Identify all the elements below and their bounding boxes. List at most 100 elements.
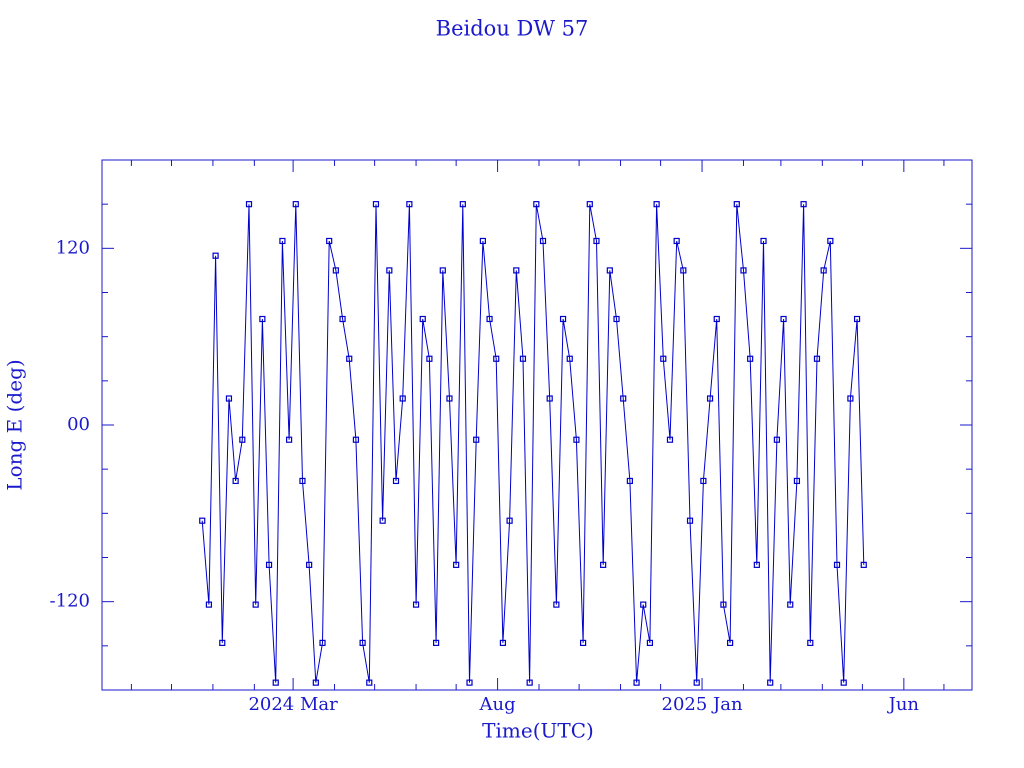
point-marker	[606, 267, 613, 274]
x-tick-label: Jun	[887, 694, 920, 715]
point-marker	[332, 267, 339, 274]
point-marker	[653, 201, 660, 208]
point-marker	[366, 679, 373, 686]
point-marker	[780, 315, 787, 323]
point-marker	[853, 315, 861, 323]
point-marker	[539, 237, 547, 245]
point-marker	[506, 517, 513, 524]
point-marker	[199, 517, 206, 524]
point-marker	[285, 436, 293, 443]
point-marker	[292, 201, 299, 208]
point-marker	[392, 477, 400, 485]
point-marker	[346, 355, 353, 362]
point-marker	[513, 267, 520, 274]
point-marker	[399, 395, 406, 402]
point-marker	[279, 237, 286, 245]
point-marker	[339, 315, 346, 323]
point-marker	[660, 355, 667, 362]
point-marker	[700, 477, 707, 485]
point-marker	[212, 252, 219, 259]
point-marker	[827, 237, 834, 245]
point-marker	[680, 267, 687, 274]
y-tick-label: 00	[67, 414, 90, 435]
point-marker	[225, 395, 233, 402]
point-marker	[406, 201, 413, 208]
point-marker	[586, 201, 593, 208]
point-marker	[559, 315, 567, 323]
point-marker	[600, 561, 607, 568]
point-marker	[239, 436, 246, 443]
point-marker	[633, 679, 640, 686]
point-marker	[473, 436, 480, 443]
point-marker	[813, 355, 821, 362]
point-marker	[546, 395, 553, 402]
point-marker	[666, 436, 674, 443]
point-marker	[787, 601, 794, 608]
point-marker	[265, 561, 273, 568]
point-marker	[847, 395, 854, 402]
y-tick-label: 120	[56, 237, 90, 258]
x-tick-label: 2025 Jan	[662, 694, 743, 715]
point-marker	[747, 355, 754, 362]
point-marker	[626, 477, 633, 485]
point-marker	[306, 561, 313, 568]
y-tick-label: -120	[50, 591, 90, 612]
point-marker	[519, 355, 527, 362]
point-marker	[352, 436, 360, 443]
plot-frame	[101, 159, 973, 691]
point-marker	[767, 679, 774, 686]
point-marker	[386, 267, 393, 274]
point-marker	[573, 436, 580, 443]
point-marker	[272, 679, 279, 686]
point-marker	[426, 355, 433, 362]
point-marker	[646, 639, 654, 646]
point-marker	[760, 237, 767, 245]
point-marker	[439, 267, 446, 274]
point-marker	[713, 315, 720, 323]
point-marker	[807, 639, 814, 646]
y-axis-label: Long E (deg)	[3, 359, 27, 490]
point-marker	[553, 601, 560, 608]
point-marker	[466, 679, 473, 686]
x-axis-label: Time(UTC)	[482, 719, 594, 743]
point-marker	[379, 517, 386, 524]
point-marker	[733, 201, 740, 208]
point-marker	[640, 601, 647, 608]
point-marker	[372, 201, 380, 208]
point-marker	[419, 315, 426, 323]
point-marker	[533, 201, 540, 208]
point-marker	[706, 395, 714, 402]
point-marker	[359, 639, 366, 646]
point-marker	[753, 561, 760, 568]
point-marker	[319, 639, 326, 646]
point-marker	[820, 267, 827, 274]
point-marker	[580, 639, 587, 646]
x-tick-label: Aug	[479, 694, 516, 715]
point-marker	[486, 315, 493, 323]
point-marker	[566, 355, 573, 362]
point-marker	[673, 237, 680, 245]
point-marker	[800, 201, 807, 208]
point-marker	[727, 639, 734, 646]
point-marker	[740, 267, 747, 274]
point-marker	[252, 601, 259, 608]
point-marker	[205, 601, 213, 608]
point-marker	[459, 201, 466, 208]
point-marker	[245, 201, 253, 208]
point-marker	[412, 601, 420, 608]
point-marker	[613, 315, 620, 323]
point-marker	[299, 477, 306, 485]
point-marker	[593, 237, 600, 245]
point-marker	[833, 561, 841, 568]
point-marker	[446, 395, 453, 402]
point-marker	[686, 517, 694, 524]
point-marker	[620, 395, 627, 402]
point-marker	[453, 561, 460, 568]
x-tick-label: 2024 Mar	[248, 694, 338, 715]
point-marker	[326, 237, 333, 245]
point-marker	[720, 601, 727, 608]
point-marker	[433, 639, 440, 646]
point-marker	[793, 477, 801, 485]
series-line	[201, 204, 865, 683]
